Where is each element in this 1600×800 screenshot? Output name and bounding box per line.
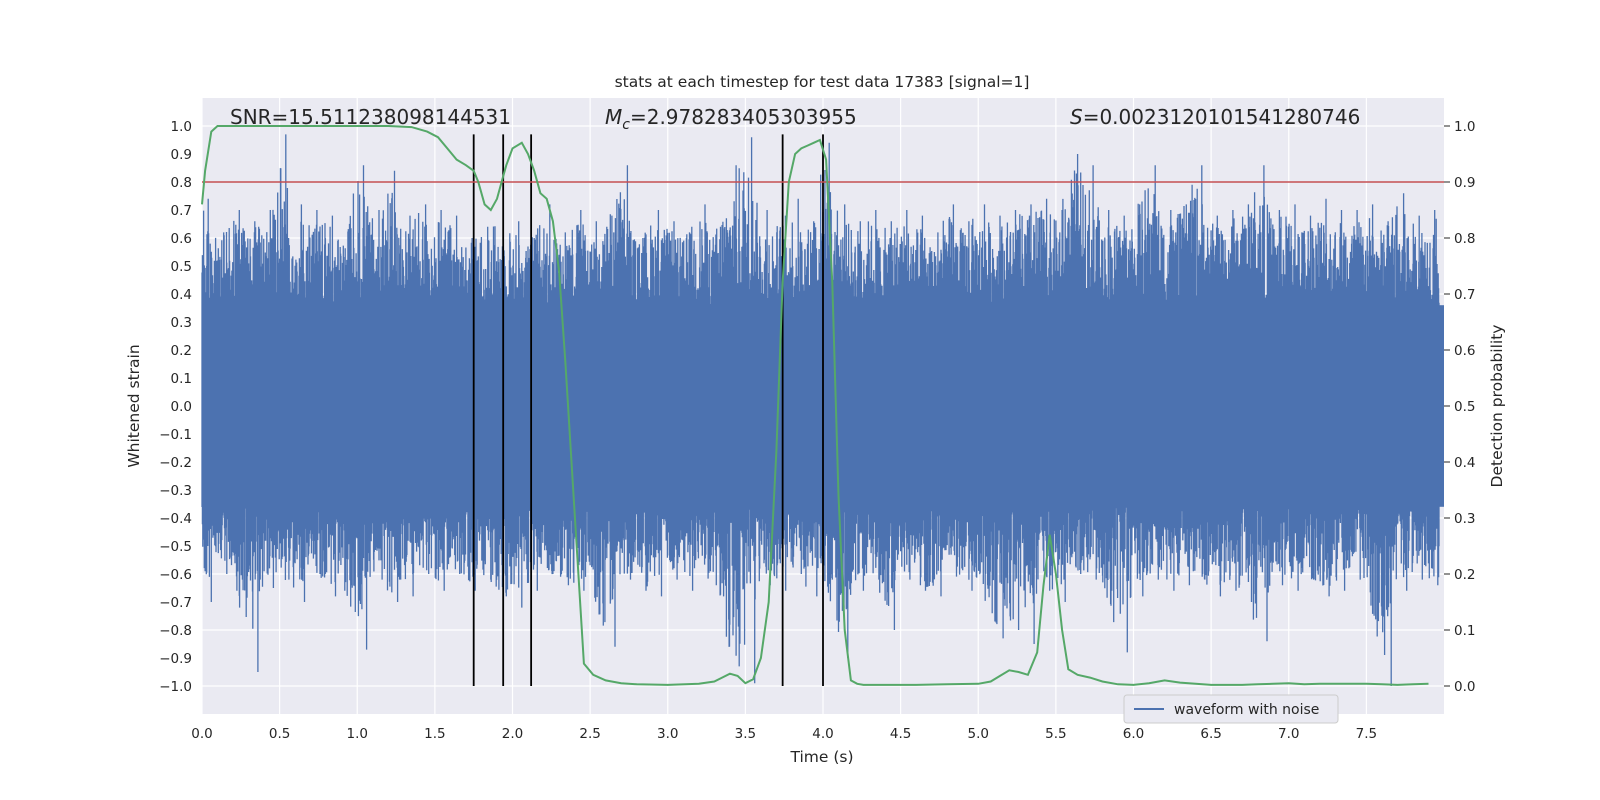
y-left-axis-label: Whitened strain bbox=[125, 344, 143, 467]
x-tick-label: 6.0 bbox=[1123, 726, 1144, 742]
y-left-tick-label: 0.9 bbox=[171, 147, 192, 163]
x-tick-label: 0.0 bbox=[191, 726, 212, 742]
mc-subscript: c bbox=[622, 117, 630, 133]
mc-value: =2.978283405303955 bbox=[630, 105, 857, 129]
y-left-ticks: 1.0 0.9 0.8 0.7 0.6 0.5 0.4 0.3 0.2 0.1 0.0 −0.1 −0.… bbox=[159, 119, 192, 695]
mc-symbol: M bbox=[605, 105, 622, 129]
waveform-line bbox=[201, 134, 1440, 686]
y-left-tick-label: 1.0 bbox=[171, 119, 192, 135]
y-right-tick-label: 0.1 bbox=[1454, 623, 1475, 639]
y-right-axis-label: Detection probability bbox=[1488, 325, 1506, 488]
y-right-tick-label: 0.9 bbox=[1454, 175, 1475, 191]
y-left-tick-label: 0.2 bbox=[171, 343, 192, 359]
x-tick-label: 3.5 bbox=[735, 726, 756, 742]
y-left-tick-label: −0.6 bbox=[159, 567, 192, 583]
probability-line bbox=[201, 125, 1429, 686]
x-tick-label: 1.0 bbox=[347, 726, 368, 742]
x-tick-label: 4.5 bbox=[890, 726, 911, 742]
x-tick-label: 4.0 bbox=[812, 726, 833, 742]
y-left-tick-label: −0.5 bbox=[159, 539, 192, 555]
x-tick-label: 7.0 bbox=[1278, 726, 1299, 742]
legend-label: waveform with noise bbox=[1174, 702, 1319, 718]
y-left-tick-label: 0.7 bbox=[171, 203, 192, 219]
y-left-tick-label: 0.0 bbox=[171, 399, 192, 415]
x-tick-label: 1.5 bbox=[424, 726, 445, 742]
x-ticks: 0.0 0.5 1.0 1.5 2.0 2.5 3.0 3.5 4.0 4.5 5.0 5.5 6.0 6… bbox=[191, 726, 1377, 742]
y-left-tick-label: −0.7 bbox=[159, 595, 192, 611]
x-tick-label: 2.0 bbox=[502, 726, 523, 742]
x-tick-label: 2.5 bbox=[579, 726, 600, 742]
mc-annotation: Mc=2.978283405303955 bbox=[605, 105, 857, 133]
y-right-tick-label: 0.8 bbox=[1454, 231, 1475, 247]
y-right-tick-label: 0.4 bbox=[1454, 455, 1475, 471]
y-left-tick-label: −0.8 bbox=[159, 623, 192, 639]
y-right-tick-label: 0.7 bbox=[1454, 287, 1475, 303]
y-right-tick-label: 0.6 bbox=[1454, 343, 1475, 359]
x-tick-label: 0.5 bbox=[269, 726, 290, 742]
x-tick-label: 3.0 bbox=[657, 726, 678, 742]
s-symbol: S bbox=[1070, 105, 1083, 129]
y-right-tick-label: 0.5 bbox=[1454, 399, 1475, 415]
y-right-tick-label: 1.0 bbox=[1454, 119, 1475, 135]
y-left-tick-label: −0.4 bbox=[159, 511, 192, 527]
x-axis-label: Time (s) bbox=[789, 748, 853, 766]
x-tick-label: 7.5 bbox=[1356, 726, 1377, 742]
y-left-tick-label: −0.3 bbox=[159, 483, 192, 499]
x-tick-label: 6.5 bbox=[1200, 726, 1221, 742]
y-right-tick-label: 0.3 bbox=[1454, 511, 1475, 527]
y-left-tick-label: 0.6 bbox=[171, 231, 192, 247]
y-right-tick-label: 0.2 bbox=[1454, 567, 1475, 583]
probability-series bbox=[201, 125, 1429, 686]
y-left-tick-label: −1.0 bbox=[159, 679, 192, 695]
legend-box bbox=[1123, 694, 1339, 724]
y-left-tick-label: −0.9 bbox=[159, 651, 192, 667]
snr-annotation: SNR=15.511238098144531 bbox=[230, 105, 511, 129]
s-annotation: S=0.002312010154128074​6 bbox=[1070, 105, 1360, 129]
y-left-tick-label: 0.4 bbox=[171, 287, 192, 303]
y-left-tick-label: 0.8 bbox=[171, 175, 192, 191]
legend: waveform with noise bbox=[1123, 694, 1339, 724]
y-left-tick-label: −0.1 bbox=[159, 427, 192, 443]
y-left-tick-label: 0.1 bbox=[171, 371, 192, 387]
x-tick-label: 5.0 bbox=[968, 726, 989, 742]
y-left-tick-label: 0.5 bbox=[171, 259, 192, 275]
y-right-tick-label: 0.0 bbox=[1454, 679, 1475, 695]
y-right-ticks: 1.0 0.9 0.8 0.7 0.6 0.5 0.4 0.3 0.2 0.1 0.0 bbox=[1444, 119, 1475, 695]
y-left-tick-label: 0.3 bbox=[171, 315, 192, 331]
chart-title: stats at each timestep for test data 173… bbox=[615, 73, 1030, 91]
vertical-markers bbox=[472, 134, 824, 686]
s-value: =0.002312010154128074​6 bbox=[1083, 105, 1361, 129]
y-left-tick-label: −0.2 bbox=[159, 455, 192, 471]
x-tick-label: 5.5 bbox=[1045, 726, 1066, 742]
